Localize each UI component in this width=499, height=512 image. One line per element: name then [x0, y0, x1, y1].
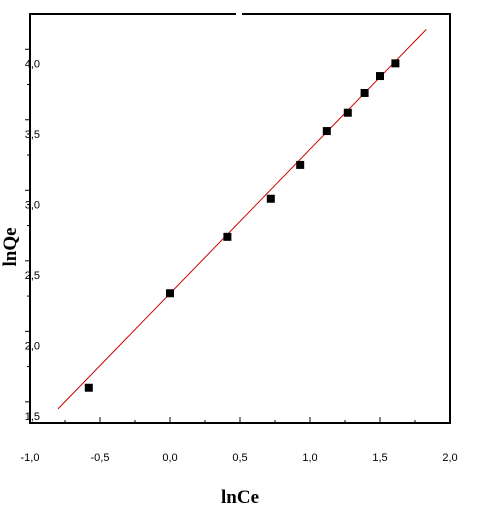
data-point	[391, 59, 400, 68]
data-point	[166, 289, 174, 298]
y-tick-label: 4,0	[25, 58, 40, 70]
x-axis-ticks: -1,0 -0,5 0,0 0,5 1,0 1,5 2,0	[21, 417, 458, 464]
fit-line	[57, 29, 427, 410]
data-points	[84, 59, 400, 392]
y-tick-label: 2,0	[25, 340, 40, 352]
data-point	[376, 72, 384, 81]
x-tick-label: 2,0	[442, 452, 457, 464]
data-point	[84, 383, 93, 392]
y-axis-ticks: 1,5 2,0 2,5 3,0 3,5 4,0	[25, 48, 40, 423]
y-tick-label: 3,5	[25, 129, 40, 141]
y-tick-label: 3,0	[25, 199, 40, 211]
fit-line-layer	[57, 29, 427, 410]
y-axis-title: lnQe	[0, 227, 21, 266]
plot-frame	[29, 13, 451, 424]
data-point	[266, 194, 275, 203]
y-tick-label: 2,5	[25, 270, 40, 282]
x-tick-label: 0,0	[162, 452, 177, 464]
x-axis-title: lnCe	[221, 487, 259, 508]
frame-gap	[236, 11, 242, 17]
x-tick-label: 1,0	[302, 452, 317, 464]
data-point	[223, 232, 232, 241]
x-tick-label: 1,5	[372, 452, 387, 464]
x-tick-label: -0,5	[91, 452, 110, 464]
x-tick-label: -1,0	[21, 452, 40, 464]
x-tick-label: 0,5	[232, 452, 247, 464]
y-tick-label: 1,5	[25, 411, 40, 423]
data-point	[343, 108, 352, 117]
data-point	[360, 88, 369, 97]
data-point	[296, 160, 305, 169]
data-point	[322, 127, 331, 136]
